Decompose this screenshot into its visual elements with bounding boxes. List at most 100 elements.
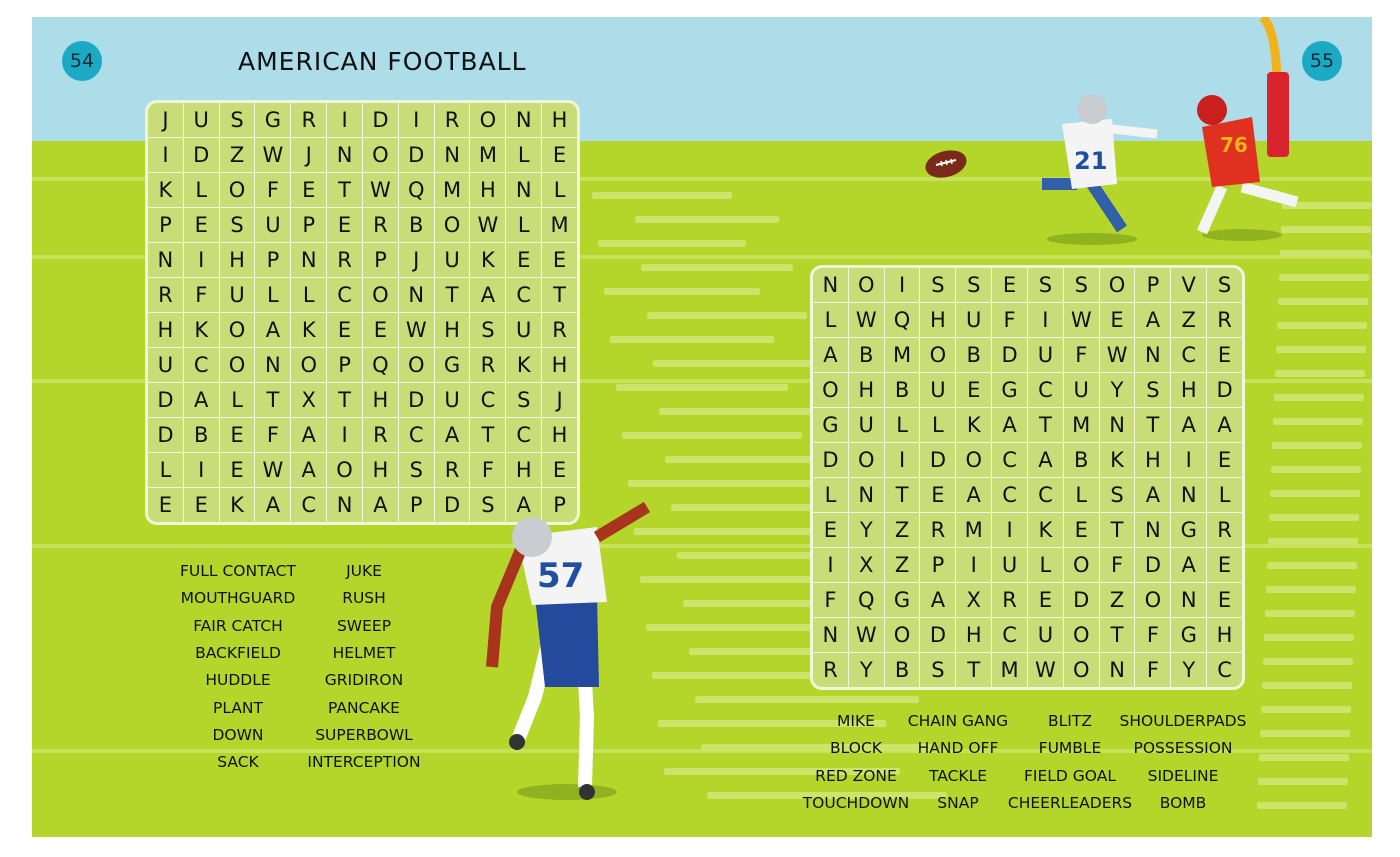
grid-cell[interactable]: D <box>434 488 470 522</box>
grid-cell[interactable]: I <box>992 513 1027 547</box>
grid-cell[interactable]: D <box>398 383 434 417</box>
grid-cell[interactable]: E <box>542 243 577 277</box>
grid-cell[interactable]: B <box>884 373 920 407</box>
grid-cell[interactable]: C <box>992 443 1027 477</box>
grid-cell[interactable]: D <box>362 103 398 137</box>
grid-cell[interactable]: H <box>1135 443 1171 477</box>
grid-cell[interactable]: J <box>148 103 183 137</box>
grid-cell[interactable]: C <box>506 278 542 312</box>
grid-cell[interactable]: P <box>920 548 956 582</box>
grid-cell[interactable]: C <box>398 418 434 452</box>
grid-cell[interactable]: N <box>327 488 362 522</box>
grid-cell[interactable]: K <box>1027 513 1063 547</box>
grid-cell[interactable]: B <box>398 208 434 242</box>
grid-cell[interactable]: L <box>255 278 291 312</box>
grid-cell[interactable]: D <box>148 418 183 452</box>
grid-cell[interactable]: U <box>183 103 219 137</box>
grid-cell[interactable]: B <box>183 418 219 452</box>
grid-cell[interactable]: L <box>1063 478 1099 512</box>
grid-cell[interactable]: H <box>848 373 884 407</box>
grid-cell[interactable]: O <box>1135 583 1171 617</box>
grid-cell[interactable]: E <box>992 268 1027 302</box>
grid-cell[interactable]: A <box>1135 303 1171 337</box>
grid-cell[interactable]: I <box>884 268 920 302</box>
grid-cell[interactable]: W <box>470 208 506 242</box>
grid-cell[interactable]: Z <box>884 513 920 547</box>
grid-cell[interactable]: O <box>434 208 470 242</box>
grid-cell[interactable]: U <box>1027 618 1063 652</box>
grid-cell[interactable]: F <box>255 173 291 207</box>
grid-cell[interactable]: E <box>183 488 219 522</box>
grid-cell[interactable]: N <box>813 618 848 652</box>
grid-cell[interactable]: U <box>434 383 470 417</box>
grid-cell[interactable]: M <box>470 138 506 172</box>
grid-cell[interactable]: X <box>848 548 884 582</box>
grid-cell[interactable]: A <box>956 478 992 512</box>
grid-cell[interactable]: B <box>848 338 884 372</box>
grid-cell[interactable]: O <box>884 618 920 652</box>
grid-cell[interactable]: E <box>1099 303 1135 337</box>
grid-cell[interactable]: W <box>848 303 884 337</box>
grid-cell[interactable]: N <box>848 478 884 512</box>
grid-cell[interactable]: P <box>542 488 577 522</box>
grid-cell[interactable]: N <box>506 173 542 207</box>
grid-cell[interactable]: A <box>291 418 327 452</box>
grid-cell[interactable]: E <box>542 138 577 172</box>
grid-cell[interactable]: E <box>362 313 398 347</box>
grid-cell[interactable]: E <box>813 513 848 547</box>
grid-cell[interactable]: O <box>848 443 884 477</box>
grid-cell[interactable]: R <box>362 208 398 242</box>
grid-cell[interactable]: A <box>506 488 542 522</box>
grid-cell[interactable]: R <box>1207 303 1242 337</box>
grid-cell[interactable]: Q <box>848 583 884 617</box>
grid-cell[interactable]: I <box>183 243 219 277</box>
grid-cell[interactable]: P <box>255 243 291 277</box>
grid-cell[interactable]: N <box>813 268 848 302</box>
grid-cell[interactable]: H <box>362 453 398 487</box>
grid-cell[interactable]: F <box>470 453 506 487</box>
grid-cell[interactable]: A <box>1135 478 1171 512</box>
grid-cell[interactable]: B <box>1063 443 1099 477</box>
grid-cell[interactable]: F <box>1135 618 1171 652</box>
grid-cell[interactable]: L <box>813 303 848 337</box>
grid-cell[interactable]: M <box>884 338 920 372</box>
grid-cell[interactable]: G <box>992 373 1027 407</box>
grid-cell[interactable]: O <box>362 278 398 312</box>
grid-cell[interactable]: C <box>992 618 1027 652</box>
grid-cell[interactable]: E <box>506 243 542 277</box>
grid-cell[interactable]: H <box>470 173 506 207</box>
grid-cell[interactable]: M <box>992 653 1027 687</box>
grid-cell[interactable]: S <box>956 268 992 302</box>
grid-cell[interactable]: L <box>183 173 219 207</box>
grid-cell[interactable]: K <box>148 173 183 207</box>
grid-cell[interactable]: J <box>542 383 577 417</box>
grid-cell[interactable]: G <box>1171 618 1207 652</box>
grid-cell[interactable]: I <box>884 443 920 477</box>
grid-cell[interactable]: C <box>327 278 362 312</box>
grid-cell[interactable]: H <box>1207 618 1242 652</box>
grid-cell[interactable]: E <box>327 208 362 242</box>
grid-cell[interactable]: C <box>470 383 506 417</box>
grid-cell[interactable]: Y <box>848 653 884 687</box>
grid-cell[interactable]: K <box>183 313 219 347</box>
grid-cell[interactable]: R <box>813 653 848 687</box>
grid-cell[interactable]: T <box>956 653 992 687</box>
grid-cell[interactable]: N <box>434 138 470 172</box>
grid-cell[interactable]: P <box>291 208 327 242</box>
grid-cell[interactable]: O <box>219 348 255 382</box>
grid-cell[interactable]: E <box>148 488 183 522</box>
grid-cell[interactable]: L <box>506 208 542 242</box>
grid-cell[interactable]: X <box>956 583 992 617</box>
grid-cell[interactable]: R <box>291 103 327 137</box>
grid-cell[interactable]: T <box>1027 408 1063 442</box>
grid-cell[interactable]: G <box>434 348 470 382</box>
grid-cell[interactable]: P <box>398 488 434 522</box>
grid-cell[interactable]: N <box>148 243 183 277</box>
grid-cell[interactable]: O <box>1063 548 1099 582</box>
grid-cell[interactable]: N <box>1099 408 1135 442</box>
grid-cell[interactable]: E <box>1207 338 1242 372</box>
grid-cell[interactable]: N <box>291 243 327 277</box>
grid-cell[interactable]: N <box>1171 583 1207 617</box>
grid-cell[interactable]: Z <box>1099 583 1135 617</box>
grid-cell[interactable]: Z <box>884 548 920 582</box>
